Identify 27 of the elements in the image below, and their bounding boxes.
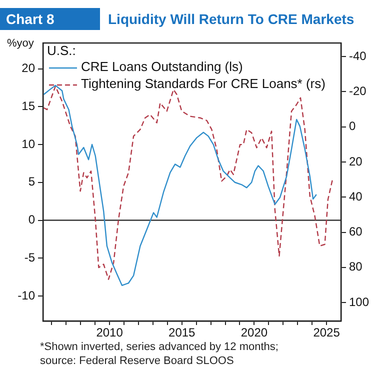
y-tick-label: -5 (24, 250, 36, 264)
y2-tick-label: 60 (349, 224, 363, 239)
x-tick-label: 2025 (313, 326, 340, 340)
chart-subtitle: Chart 8 (0, 8, 100, 30)
legend-label: Tightening Standards For CRE Loans* (rs) (81, 76, 326, 92)
y2-tick-label: 40 (349, 189, 363, 204)
y-axis-title: %yoy (7, 38, 34, 50)
x-tick-label: 2015 (168, 326, 196, 340)
y2-tick-label: 100 (349, 294, 370, 309)
y-tick-label: -10 (18, 288, 36, 302)
y-tick-label: 5 (28, 174, 36, 189)
x-tick-label: 2020 (240, 326, 268, 340)
y-tick-label: 0 (28, 212, 36, 227)
y-tick-label: 10 (22, 136, 36, 151)
y2-tick-label: -40 (349, 48, 367, 63)
y2-tick-label: 80 (349, 260, 363, 274)
x-tick-label: 2010 (96, 326, 124, 340)
y2-tick-label: 0 (349, 119, 356, 134)
y-tick-label: 15 (22, 98, 36, 113)
legend-label: CRE Loans Outstanding (ls) (81, 59, 243, 74)
source-note: source: Federal Reserve Board SLOOS (40, 354, 235, 368)
y-tick-label: 20 (22, 61, 36, 76)
legend-title: U.S.: (47, 43, 76, 58)
y2-tick-label: 20 (349, 154, 363, 168)
y2-tick-label: -20 (349, 84, 367, 98)
chart-title: Liquidity Will Return To CRE Markets (108, 11, 354, 27)
text: *Shown inverted, series advanced by 12 months; (40, 340, 278, 354)
